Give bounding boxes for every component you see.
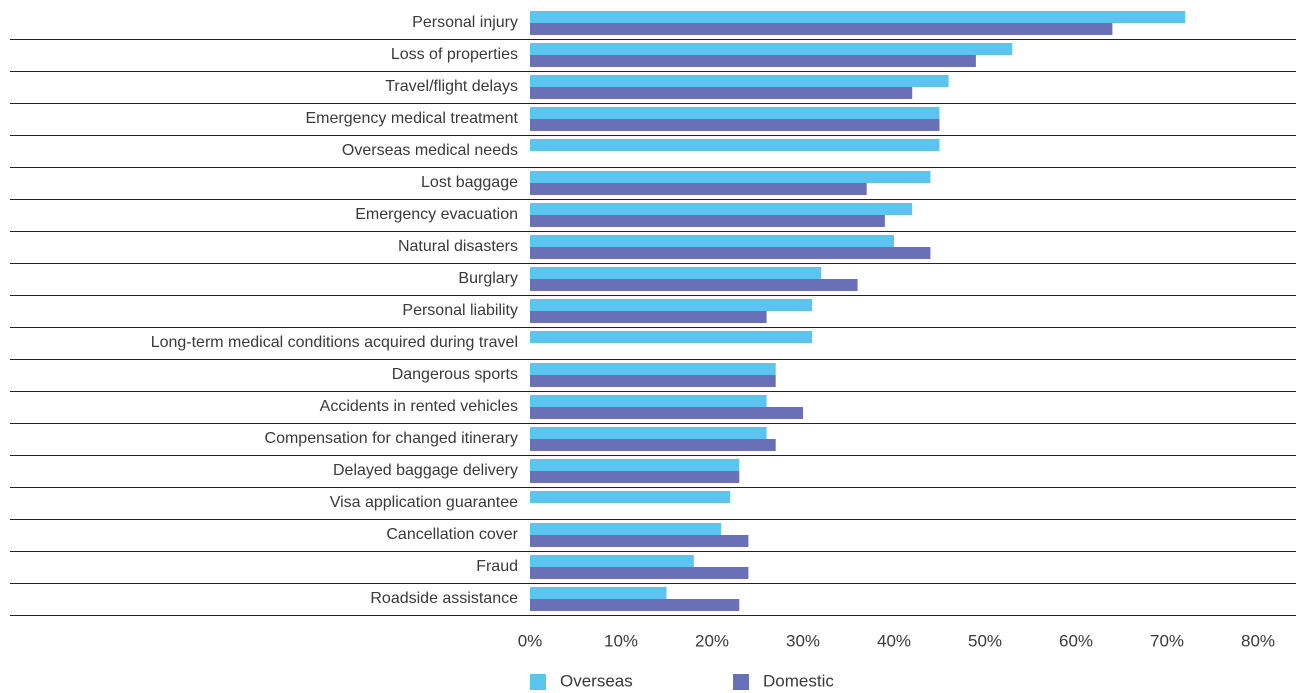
bar-domestic-natural-disasters (530, 247, 931, 259)
bar-domestic-personal-injury (530, 23, 1113, 35)
category-label-personal-liability: Personal liability (402, 302, 518, 319)
bar-overseas-fraud (530, 555, 694, 567)
category-label-compensation-for-changed-itinerary: Compensation for changed itinerary (265, 430, 518, 447)
legend-swatch-overseas (530, 674, 546, 690)
bars-group (530, 11, 1186, 611)
bar-overseas-personal-liability (530, 299, 813, 311)
bar-overseas-compensation-for-changed-itinerary (530, 427, 767, 439)
bar-overseas-emergency-evacuation (530, 203, 913, 215)
bar-domestic-loss-of-properties (530, 55, 976, 67)
x-tick-label-20: 20% (695, 631, 729, 650)
bar-domestic-travel-flight-delays (530, 87, 913, 99)
category-label-long-term-medical-conditions-acquired-during-travel: Long-term medical conditions acquired du… (151, 334, 518, 351)
bar-domestic-delayed-baggage-delivery (530, 471, 740, 483)
category-label-burglary: Burglary (458, 270, 518, 287)
row-separators (10, 39, 1296, 616)
category-label-cancellation-cover: Cancellation cover (386, 526, 518, 543)
bar-domestic-cancellation-cover (530, 535, 749, 547)
x-tick-label-30: 30% (786, 631, 820, 650)
bar-domestic-personal-liability (530, 311, 767, 323)
bar-overseas-personal-injury (530, 11, 1186, 23)
x-tick-label-10: 10% (604, 631, 638, 650)
bar-overseas-visa-application-guarantee (530, 491, 731, 503)
bar-domestic-burglary (530, 279, 858, 291)
bar-domestic-emergency-evacuation (530, 215, 885, 227)
category-label-emergency-medical-treatment: Emergency medical treatment (305, 110, 518, 127)
x-tick-label-0: 0% (518, 631, 543, 650)
bar-overseas-burglary (530, 267, 822, 279)
category-label-loss-of-properties: Loss of properties (391, 46, 518, 63)
category-label-emergency-evacuation: Emergency evacuation (355, 206, 518, 223)
bar-overseas-loss-of-properties (530, 43, 1013, 55)
bar-overseas-travel-flight-delays (530, 75, 949, 87)
bar-domestic-accidents-in-rented-vehicles (530, 407, 803, 419)
bar-overseas-natural-disasters (530, 235, 894, 247)
bar-overseas-cancellation-cover (530, 523, 722, 535)
bar-domestic-roadside-assistance (530, 599, 740, 611)
category-label-accidents-in-rented-vehicles: Accidents in rented vehicles (320, 398, 518, 415)
category-label-roadside-assistance: Roadside assistance (370, 590, 518, 607)
bar-domestic-compensation-for-changed-itinerary (530, 439, 776, 451)
bar-overseas-roadside-assistance (530, 587, 667, 599)
bar-overseas-emergency-medical-treatment (530, 107, 940, 119)
legend-label-overseas: Overseas (560, 671, 633, 690)
category-label-lost-baggage: Lost baggage (421, 174, 518, 191)
category-label-natural-disasters: Natural disasters (398, 238, 518, 255)
x-tick-label-50: 50% (968, 631, 1002, 650)
legend: Overseas Domestic (530, 671, 834, 690)
bar-overseas-accidents-in-rented-vehicles (530, 395, 767, 407)
legend-swatch-domestic (733, 674, 749, 690)
category-labels: Personal injury Loss of properties Travel/… (151, 14, 519, 607)
x-tick-label-70: 70% (1150, 631, 1184, 650)
bar-domestic-dangerous-sports (530, 375, 776, 387)
x-tick-label-80: 80% (1241, 631, 1275, 650)
legend-label-domestic: Domestic (763, 671, 834, 690)
x-axis-tick-labels: 0% 10% 20% 30% 40% 50% 60% 70% 80% (518, 631, 1275, 650)
category-label-visa-application-guarantee: Visa application guarantee (330, 494, 518, 511)
bar-overseas-delayed-baggage-delivery (530, 459, 740, 471)
bar-overseas-lost-baggage (530, 171, 931, 183)
bar-domestic-lost-baggage (530, 183, 867, 195)
category-label-personal-injury: Personal injury (412, 14, 518, 31)
bar-overseas-long-term-medical-conditions-acquired-during-travel (530, 331, 813, 343)
x-tick-label-40: 40% (877, 631, 911, 650)
category-label-fraud: Fraud (476, 558, 518, 575)
category-label-travel-flight-delays: Travel/flight delays (385, 78, 518, 95)
bar-overseas-dangerous-sports (530, 363, 776, 375)
bar-domestic-emergency-medical-treatment (530, 119, 940, 131)
bar-domestic-fraud (530, 567, 749, 579)
category-label-delayed-baggage-delivery: Delayed baggage delivery (333, 462, 518, 479)
bar-overseas-overseas-medical-needs (530, 139, 940, 151)
category-label-overseas-medical-needs: Overseas medical needs (342, 142, 518, 159)
x-tick-label-60: 60% (1059, 631, 1093, 650)
category-label-dangerous-sports: Dangerous sports (392, 366, 518, 383)
